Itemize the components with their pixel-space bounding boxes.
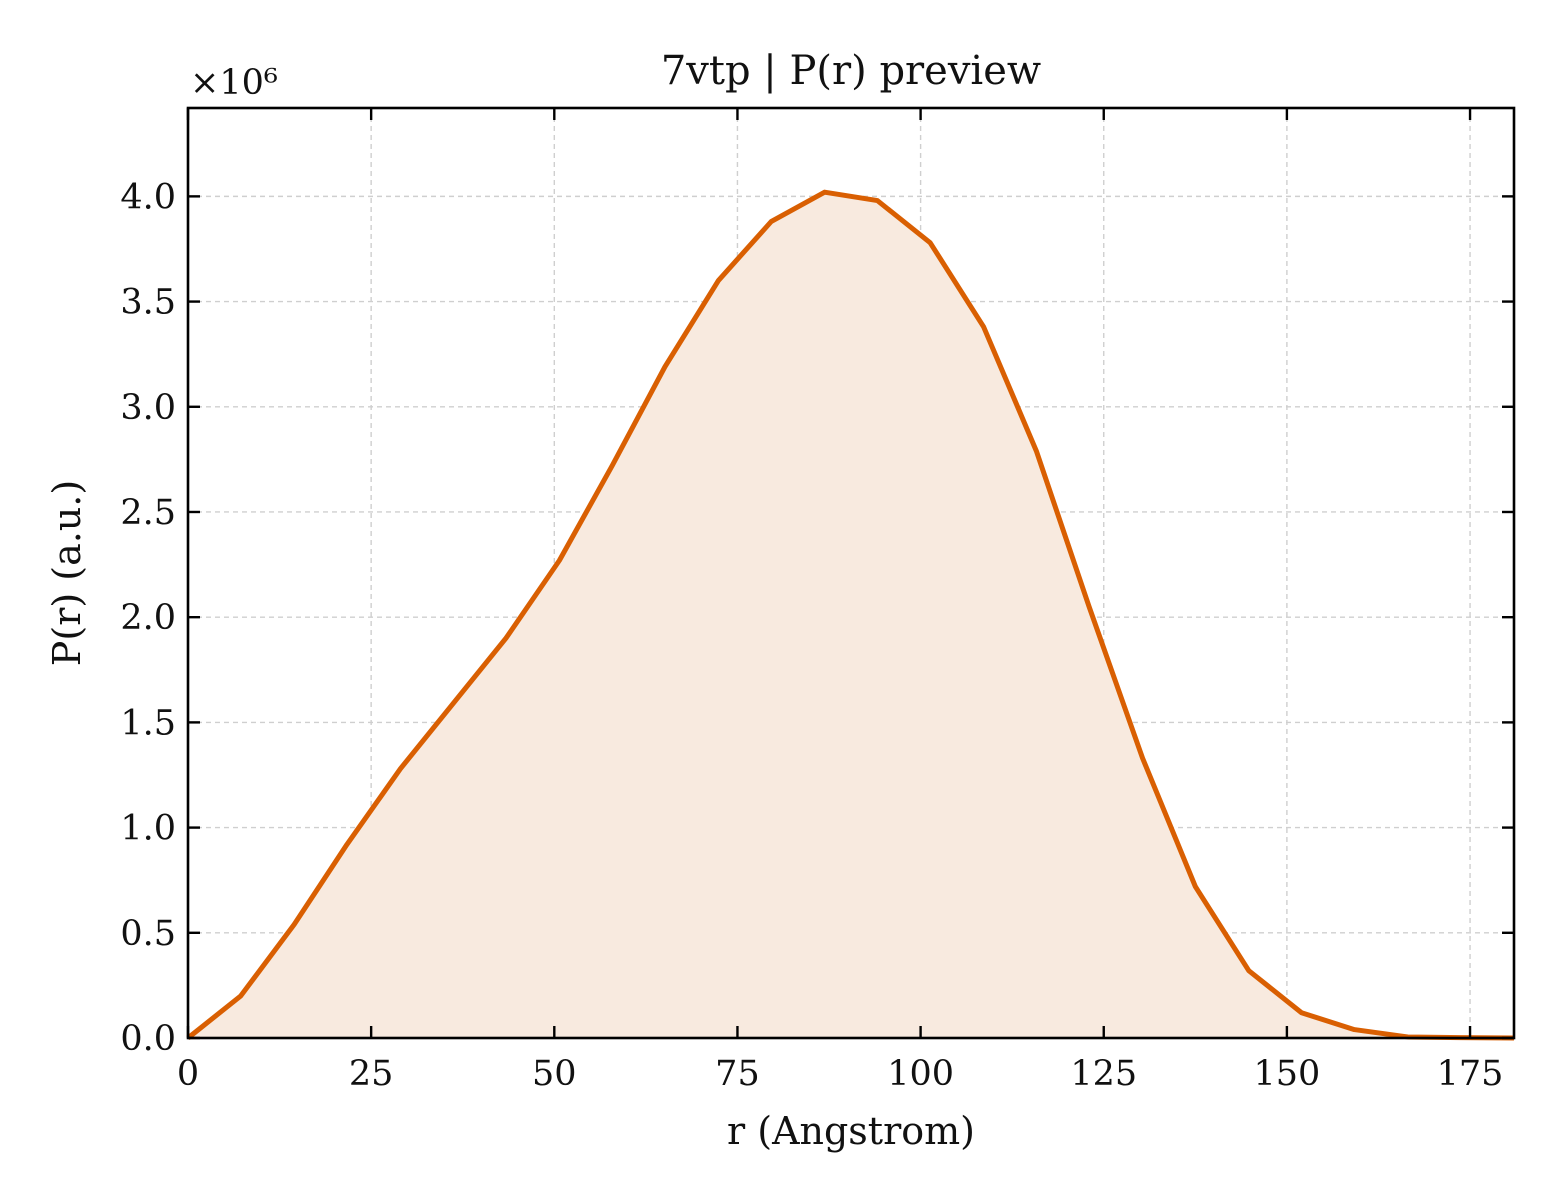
y-tick-label: 3.5 [120, 283, 176, 323]
x-tick-label: 175 [1437, 1054, 1504, 1094]
y-tick-label: 3.0 [120, 388, 176, 428]
x-tick-label: 150 [1253, 1054, 1320, 1094]
y-tick-label: 2.5 [120, 493, 176, 533]
ticks-layer: 0 25 50 75 100 125 150 175 0.0 0.5 1.0 1.5 2.0 2.5 3.0… [120, 108, 1514, 1094]
x-tick-label: 25 [349, 1054, 394, 1094]
data-layer [186, 189, 1515, 1041]
y-tick-label: 1.0 [120, 809, 176, 849]
plot-frame [186, 106, 1516, 1040]
x-axis-title: r (Angstrom) [727, 1109, 975, 1153]
y-tick-label: 2.0 [120, 598, 176, 638]
chart-title: 7vtp | P(r) preview [661, 48, 1041, 94]
y-tick-label: 4.0 [120, 177, 176, 217]
y-multiplier-label: ×10⁶ [190, 63, 278, 103]
x-tick-label: 75 [715, 1054, 760, 1094]
series-line [186, 189, 1515, 1041]
y-tick-label: 1.5 [120, 703, 176, 743]
y-tick-label: 0.0 [120, 1019, 176, 1059]
x-tick-label: 125 [1070, 1054, 1137, 1094]
y-tick-label: 0.5 [120, 914, 176, 954]
x-tick-label: 50 [532, 1054, 577, 1094]
x-tick-label: 100 [887, 1054, 954, 1094]
x-tick-label: 0 [177, 1054, 199, 1094]
series-area-fill [188, 192, 1514, 1038]
y-axis-title: P(r) (a.u.) [45, 480, 89, 666]
